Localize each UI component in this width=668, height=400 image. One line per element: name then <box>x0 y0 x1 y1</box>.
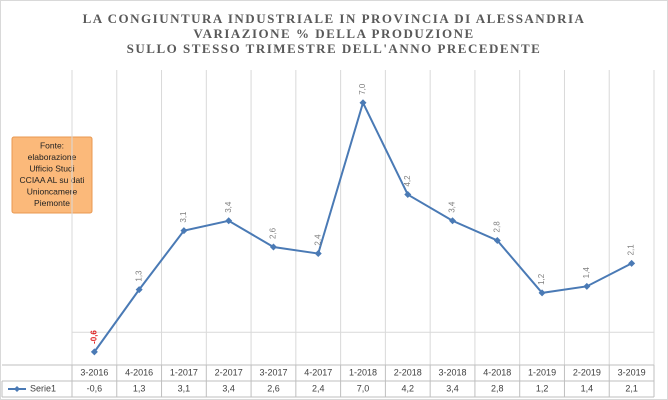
table-value: 3,4 <box>222 383 235 393</box>
marker <box>449 217 457 225</box>
marker <box>135 286 143 294</box>
x-tick-label: 1-2017 <box>170 367 198 377</box>
x-tick-label: 4-2018 <box>483 367 511 377</box>
marker <box>359 99 367 107</box>
x-tick-label: 4-2017 <box>304 367 332 377</box>
table-value: 3,4 <box>446 383 459 393</box>
legend-marker <box>14 386 20 392</box>
note-text: Piemonte <box>34 198 70 208</box>
marker <box>493 236 501 244</box>
table-value: 3,1 <box>178 383 191 393</box>
table-value: -0,6 <box>87 383 103 393</box>
data-label: -0,6 <box>89 330 98 344</box>
marker <box>180 227 188 235</box>
table-value: 2,4 <box>312 383 325 393</box>
marker <box>90 348 98 356</box>
x-tick-label: 3-2019 <box>618 367 646 377</box>
marker <box>538 289 546 297</box>
data-label: 3,4 <box>448 201 457 213</box>
table-value: 2,6 <box>267 383 280 393</box>
table-value: 1,2 <box>536 383 549 393</box>
data-label: 2,4 <box>313 234 322 246</box>
table-value: 4,2 <box>402 383 415 393</box>
marker <box>583 282 591 290</box>
x-tick-label: 1-2019 <box>528 367 556 377</box>
data-label: 2,8 <box>492 221 501 233</box>
marker <box>314 250 322 258</box>
note-text: Ufficio Studi <box>29 163 74 173</box>
x-tick-label: 3-2018 <box>439 367 467 377</box>
note-text: elaborazione <box>28 152 77 162</box>
marker <box>269 243 277 251</box>
data-label: 1,3 <box>134 270 143 282</box>
x-tick-label: 3-2016 <box>80 367 108 377</box>
note-text: CCIAA AL su dati <box>20 175 85 185</box>
table-value: 1,4 <box>581 383 594 393</box>
data-label: 7,0 <box>358 83 367 95</box>
table-value: 7,0 <box>357 383 370 393</box>
x-tick-label: 2-2019 <box>573 367 601 377</box>
legend-label: Serie1 <box>30 383 56 393</box>
table-value: 2,8 <box>491 383 504 393</box>
x-tick-label: 4-2016 <box>125 367 153 377</box>
data-label: 4,2 <box>403 175 412 187</box>
data-label: 3,4 <box>224 201 233 213</box>
x-tick-label: 1-2018 <box>349 367 377 377</box>
table-value: 2,1 <box>625 383 638 393</box>
data-label: 1,4 <box>582 267 591 279</box>
marker <box>225 217 233 225</box>
marker <box>404 191 412 199</box>
data-label: 3,1 <box>179 211 188 223</box>
chart-title: LA CONGIUNTURA INDUSTRIALE IN PROVINCIA … <box>83 11 586 26</box>
note-text: Fonte: <box>40 140 64 150</box>
data-label: 1,2 <box>537 273 546 285</box>
chart-title: VARIAZIONE % DELLA PRODUZIONE <box>193 26 474 41</box>
chart-title: SULLO STESSO TRIMESTRE DELL'ANNO PRECEDE… <box>127 41 542 56</box>
x-tick-label: 2-2017 <box>215 367 243 377</box>
note-text: Unioncamere <box>27 186 78 196</box>
data-label: 2,6 <box>269 227 278 239</box>
x-tick-label: 2-2018 <box>394 367 422 377</box>
x-tick-label: 3-2017 <box>259 367 287 377</box>
data-label: 2,1 <box>627 244 636 256</box>
table-value: 1,3 <box>133 383 146 393</box>
marker <box>628 259 636 267</box>
